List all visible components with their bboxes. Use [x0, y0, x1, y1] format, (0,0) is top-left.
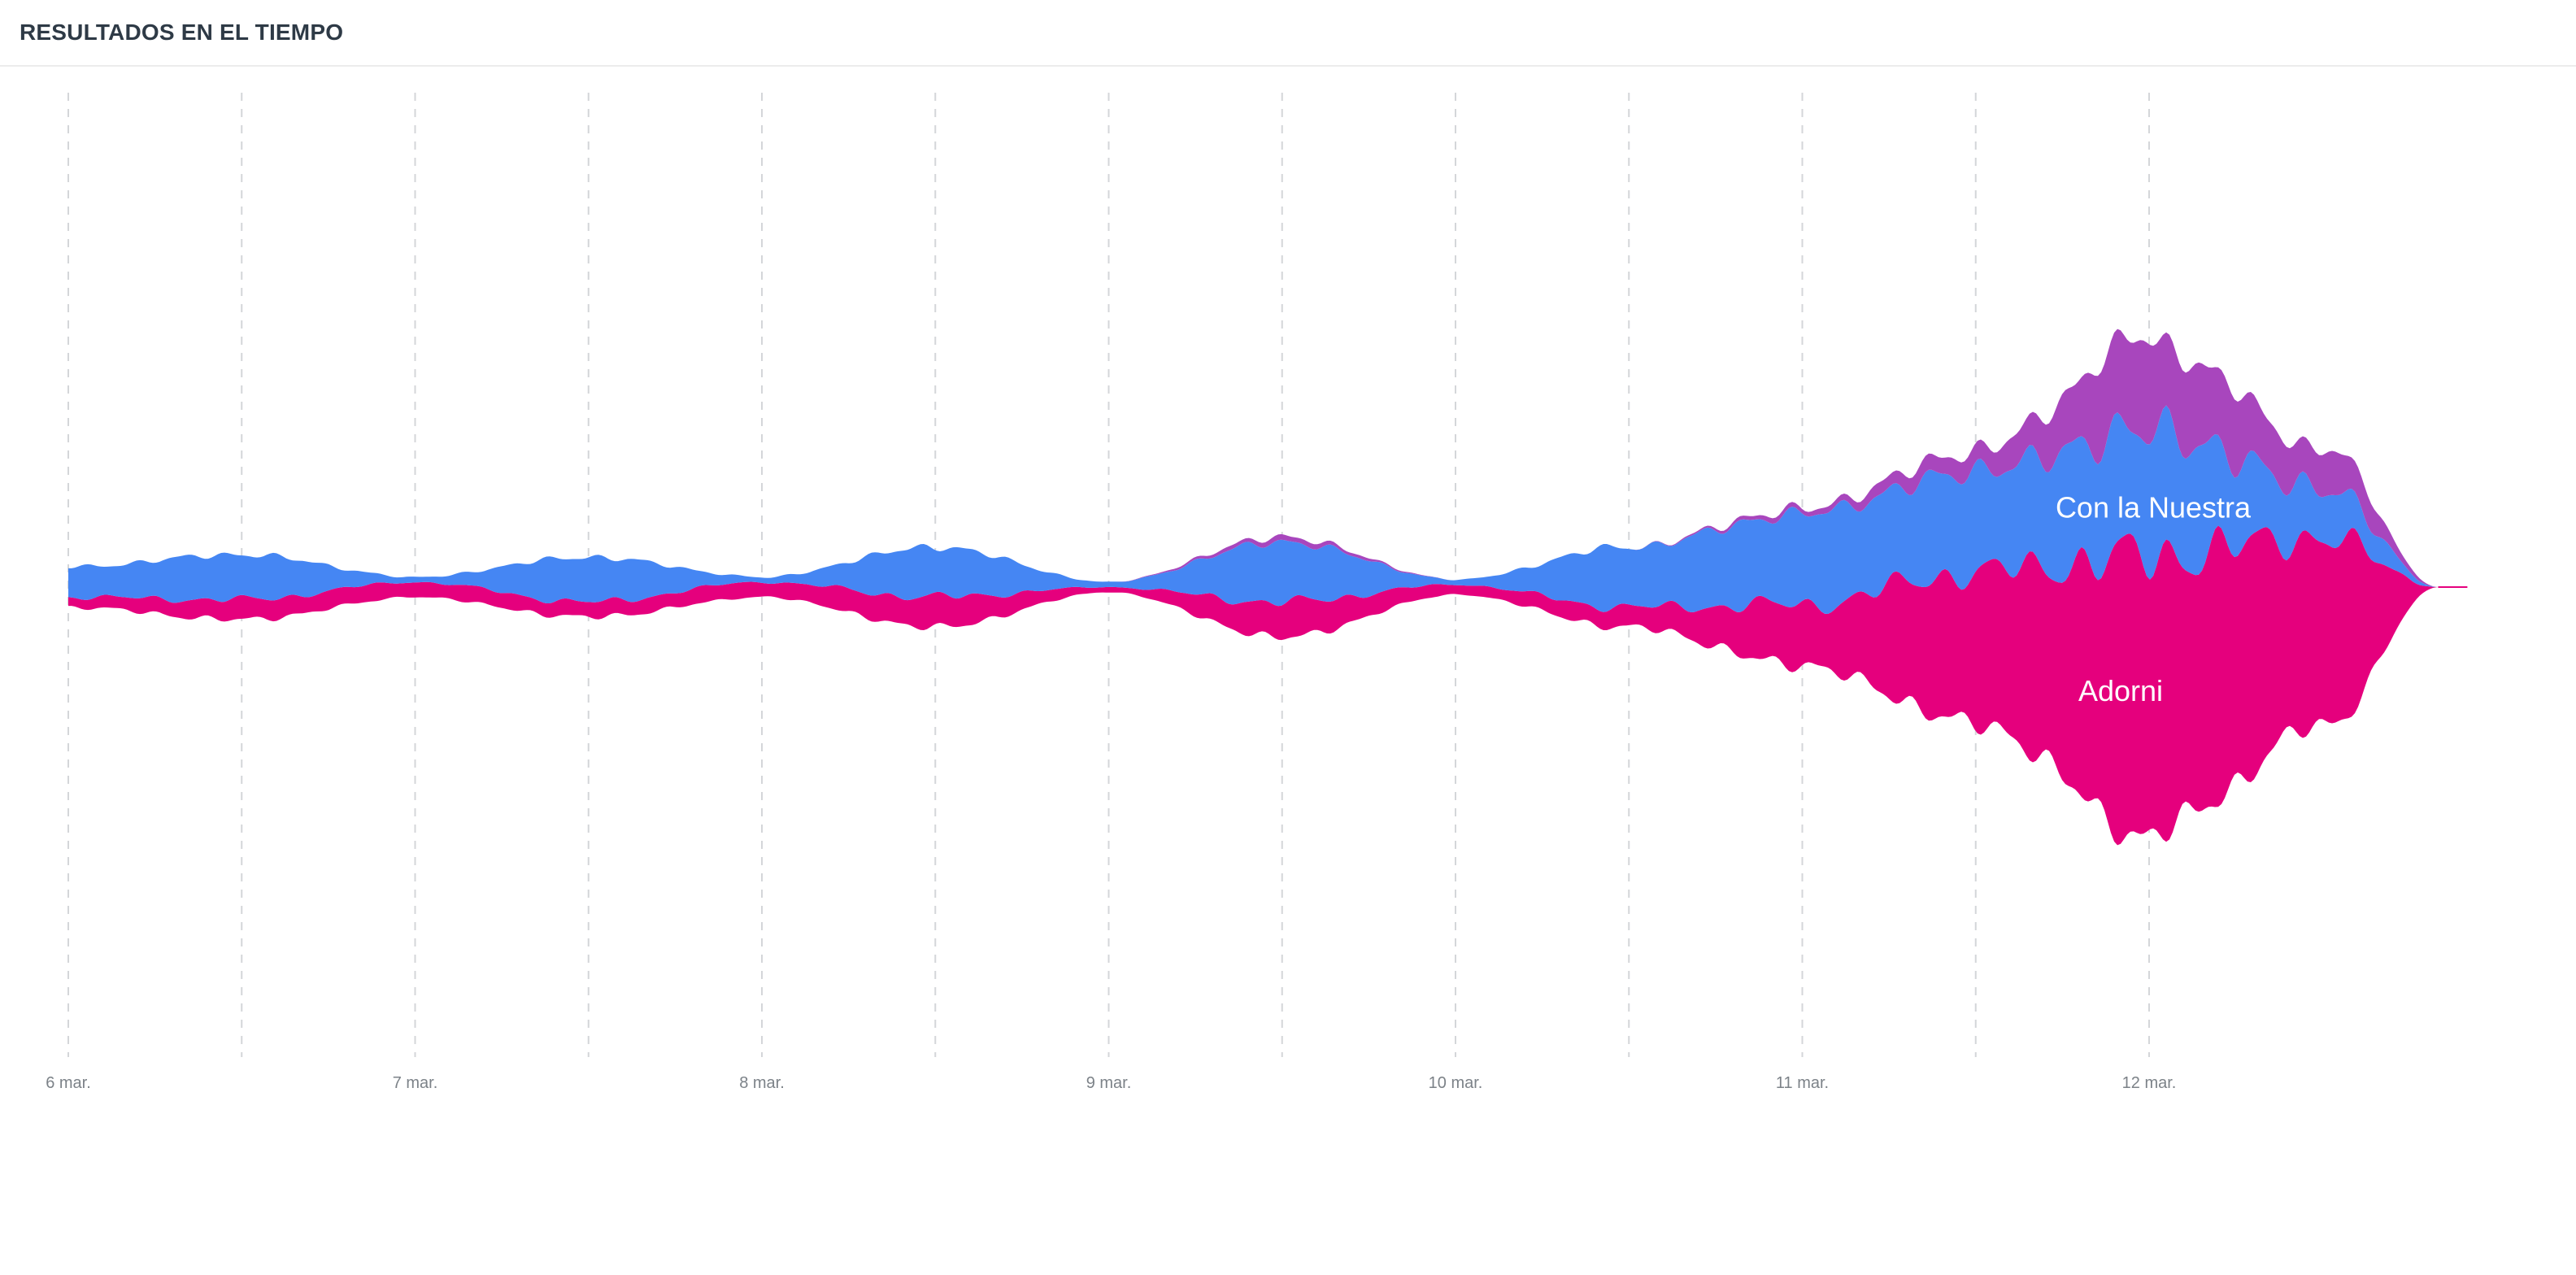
x-tick-label: 7 mar.: [393, 1074, 438, 1092]
series-label: Adorni: [2078, 674, 2163, 707]
streamgraph-chart: Adorni Con la Nuestra 6 mar. 7 mar. 8 mar. 9…: [46, 93, 2468, 1092]
x-tick-label: 6 mar.: [46, 1074, 91, 1092]
chart-header: RESULTADOS EN EL TIEMPO: [0, 0, 2576, 67]
chart-title: RESULTADOS EN EL TIEMPO: [20, 20, 344, 45]
x-tick-label: 11 mar.: [1776, 1074, 1829, 1092]
x-tick-label: 10 mar.: [1429, 1074, 1483, 1092]
grid-lines: [67, 93, 2150, 1057]
x-tick-label: 12 mar.: [2122, 1074, 2177, 1092]
series-area-con-la-nuestra[interactable]: [68, 405, 2439, 615]
stream-labels: Adorni Con la Nuestra: [2056, 490, 2252, 707]
x-tick-label: 8 mar.: [739, 1074, 785, 1092]
x-axis-ticks: 6 mar. 7 mar. 8 mar. 9 mar. 10 mar. 11 mar. 12…: [46, 1074, 2176, 1092]
x-tick-label: 9 mar.: [1086, 1074, 1132, 1092]
series-area-adorni[interactable]: [68, 525, 2439, 846]
stream-areas: [68, 329, 2468, 846]
series-label: Con la Nuestra: [2056, 490, 2252, 524]
